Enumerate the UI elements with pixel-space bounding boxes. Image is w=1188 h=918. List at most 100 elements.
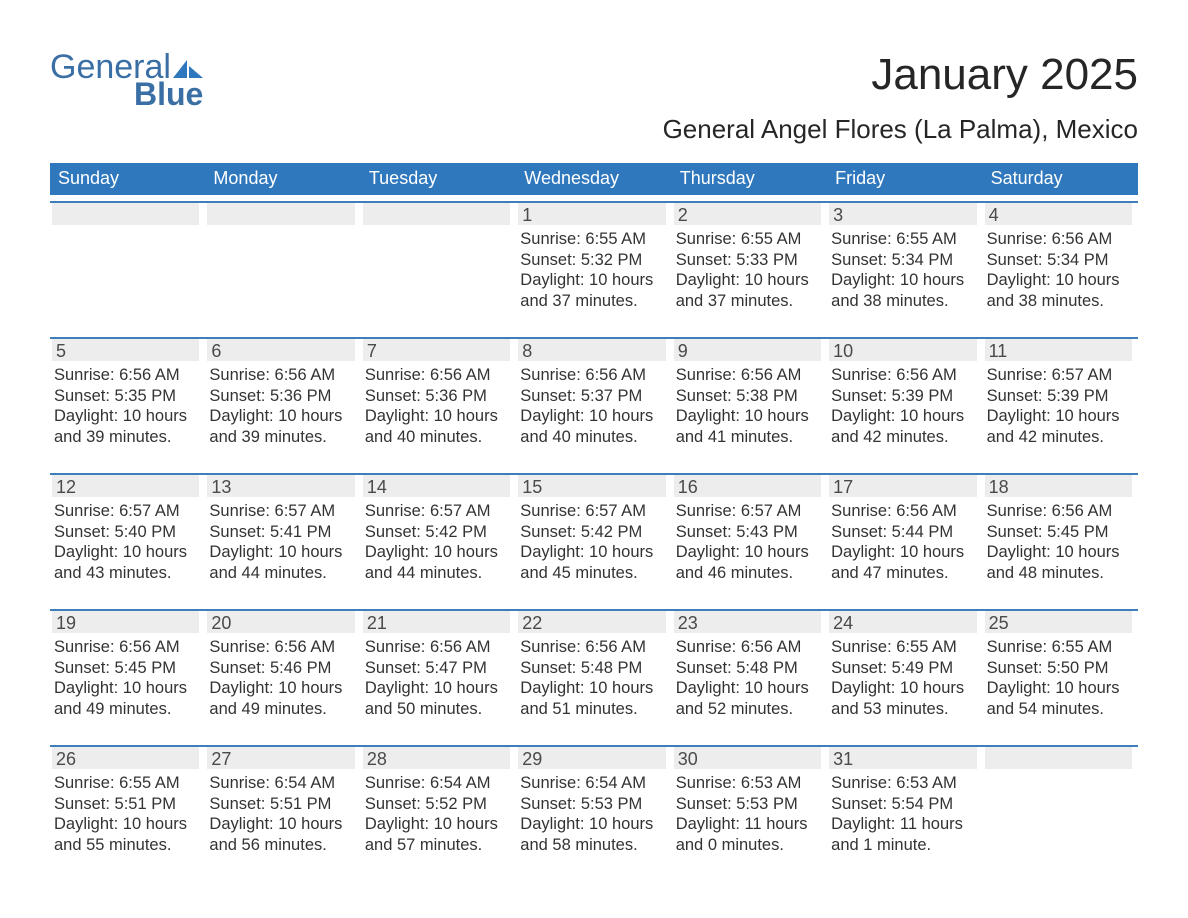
sunset-text: Sunset: 5:39 PM bbox=[831, 386, 976, 407]
day-number: 24 bbox=[829, 611, 976, 633]
day-number: 11 bbox=[985, 339, 1132, 361]
daylight-text-2: and 40 minutes. bbox=[365, 427, 510, 448]
calendar-cell: 28Sunrise: 6:54 AMSunset: 5:52 PMDayligh… bbox=[361, 745, 516, 875]
daylight-text-1: Daylight: 10 hours bbox=[520, 270, 665, 291]
sunset-text: Sunset: 5:35 PM bbox=[54, 386, 199, 407]
sunrise-text: Sunrise: 6:56 AM bbox=[987, 229, 1132, 250]
sunrise-text: Sunrise: 6:56 AM bbox=[987, 501, 1132, 522]
day-detail: Sunrise: 6:56 AMSunset: 5:46 PMDaylight:… bbox=[207, 633, 354, 720]
daylight-text-2: and 51 minutes. bbox=[520, 699, 665, 720]
calendar-cell: 27Sunrise: 6:54 AMSunset: 5:51 PMDayligh… bbox=[205, 745, 360, 875]
calendar-cell: 17Sunrise: 6:56 AMSunset: 5:44 PMDayligh… bbox=[827, 473, 982, 603]
sunset-text: Sunset: 5:45 PM bbox=[987, 522, 1132, 543]
sunset-text: Sunset: 5:42 PM bbox=[520, 522, 665, 543]
daylight-text-1: Daylight: 10 hours bbox=[987, 542, 1132, 563]
day-detail: Sunrise: 6:56 AMSunset: 5:44 PMDaylight:… bbox=[829, 497, 976, 584]
day-number: 27 bbox=[207, 747, 354, 769]
daylight-text-2: and 50 minutes. bbox=[365, 699, 510, 720]
day-detail: Sunrise: 6:57 AMSunset: 5:40 PMDaylight:… bbox=[52, 497, 199, 584]
daylight-text-2: and 49 minutes. bbox=[54, 699, 199, 720]
sunset-text: Sunset: 5:50 PM bbox=[987, 658, 1132, 679]
daylight-text-2: and 41 minutes. bbox=[676, 427, 821, 448]
daylight-text-2: and 42 minutes. bbox=[987, 427, 1132, 448]
sunrise-text: Sunrise: 6:56 AM bbox=[209, 637, 354, 658]
sunset-text: Sunset: 5:51 PM bbox=[54, 794, 199, 815]
calendar-cell: 1Sunrise: 6:55 AMSunset: 5:32 PMDaylight… bbox=[516, 201, 671, 331]
sunrise-text: Sunrise: 6:56 AM bbox=[54, 365, 199, 386]
sunset-text: Sunset: 5:49 PM bbox=[831, 658, 976, 679]
day-number: 1 bbox=[518, 203, 665, 225]
day-number: 28 bbox=[363, 747, 510, 769]
daylight-text-1: Daylight: 10 hours bbox=[209, 542, 354, 563]
daylight-text-2: and 44 minutes. bbox=[209, 563, 354, 584]
header: General Blue January 2025 General Angel … bbox=[50, 50, 1138, 145]
day-number: 3 bbox=[829, 203, 976, 225]
daylight-text-2: and 37 minutes. bbox=[520, 291, 665, 312]
daylight-text-2: and 58 minutes. bbox=[520, 835, 665, 856]
daylight-text-2: and 0 minutes. bbox=[676, 835, 821, 856]
sunrise-text: Sunrise: 6:55 AM bbox=[987, 637, 1132, 658]
day-detail: Sunrise: 6:56 AMSunset: 5:39 PMDaylight:… bbox=[829, 361, 976, 448]
sunset-text: Sunset: 5:45 PM bbox=[54, 658, 199, 679]
sunset-text: Sunset: 5:53 PM bbox=[676, 794, 821, 815]
day-detail: Sunrise: 6:56 AMSunset: 5:45 PMDaylight:… bbox=[985, 497, 1132, 584]
day-detail: Sunrise: 6:56 AMSunset: 5:37 PMDaylight:… bbox=[518, 361, 665, 448]
day-number: 5 bbox=[52, 339, 199, 361]
daylight-text-1: Daylight: 10 hours bbox=[54, 542, 199, 563]
daylight-text-2: and 38 minutes. bbox=[987, 291, 1132, 312]
daylight-text-2: and 39 minutes. bbox=[209, 427, 354, 448]
day-number: 14 bbox=[363, 475, 510, 497]
daylight-text-2: and 40 minutes. bbox=[520, 427, 665, 448]
calendar-cell: 15Sunrise: 6:57 AMSunset: 5:42 PMDayligh… bbox=[516, 473, 671, 603]
day-number: 19 bbox=[52, 611, 199, 633]
logo: General Blue bbox=[50, 50, 205, 110]
calendar-cell: 22Sunrise: 6:56 AMSunset: 5:48 PMDayligh… bbox=[516, 609, 671, 739]
daylight-text-1: Daylight: 10 hours bbox=[987, 406, 1132, 427]
month-title: January 2025 bbox=[663, 50, 1138, 100]
daylight-text-1: Daylight: 10 hours bbox=[520, 678, 665, 699]
daylight-text-2: and 45 minutes. bbox=[520, 563, 665, 584]
daylight-text-1: Daylight: 10 hours bbox=[520, 406, 665, 427]
day-detail: Sunrise: 6:53 AMSunset: 5:54 PMDaylight:… bbox=[829, 769, 976, 856]
sunset-text: Sunset: 5:34 PM bbox=[831, 250, 976, 271]
daylight-text-1: Daylight: 11 hours bbox=[676, 814, 821, 835]
calendar-cell: 14Sunrise: 6:57 AMSunset: 5:42 PMDayligh… bbox=[361, 473, 516, 603]
location: General Angel Flores (La Palma), Mexico bbox=[663, 114, 1138, 145]
calendar-cell: 19Sunrise: 6:56 AMSunset: 5:45 PMDayligh… bbox=[50, 609, 205, 739]
day-detail: Sunrise: 6:56 AMSunset: 5:48 PMDaylight:… bbox=[518, 633, 665, 720]
calendar-cell: 25Sunrise: 6:55 AMSunset: 5:50 PMDayligh… bbox=[983, 609, 1138, 739]
daylight-text-2: and 48 minutes. bbox=[987, 563, 1132, 584]
calendar-cell: 7Sunrise: 6:56 AMSunset: 5:36 PMDaylight… bbox=[361, 337, 516, 467]
sunrise-text: Sunrise: 6:56 AM bbox=[520, 365, 665, 386]
sunrise-text: Sunrise: 6:57 AM bbox=[209, 501, 354, 522]
calendar-cell: 10Sunrise: 6:56 AMSunset: 5:39 PMDayligh… bbox=[827, 337, 982, 467]
daylight-text-1: Daylight: 10 hours bbox=[209, 678, 354, 699]
day-detail: Sunrise: 6:55 AMSunset: 5:50 PMDaylight:… bbox=[985, 633, 1132, 720]
day-number: 30 bbox=[674, 747, 821, 769]
day-detail: Sunrise: 6:55 AMSunset: 5:34 PMDaylight:… bbox=[829, 225, 976, 312]
calendar-cell: 3Sunrise: 6:55 AMSunset: 5:34 PMDaylight… bbox=[827, 201, 982, 331]
sunrise-text: Sunrise: 6:54 AM bbox=[209, 773, 354, 794]
sunrise-text: Sunrise: 6:57 AM bbox=[520, 501, 665, 522]
calendar-cell bbox=[361, 201, 516, 331]
day-number: 12 bbox=[52, 475, 199, 497]
sunset-text: Sunset: 5:47 PM bbox=[365, 658, 510, 679]
page: General Blue January 2025 General Angel … bbox=[0, 0, 1188, 918]
daylight-text-1: Daylight: 10 hours bbox=[365, 814, 510, 835]
calendar-cell: 21Sunrise: 6:56 AMSunset: 5:47 PMDayligh… bbox=[361, 609, 516, 739]
daylight-text-1: Daylight: 10 hours bbox=[676, 270, 821, 291]
day-number: 15 bbox=[518, 475, 665, 497]
day-number: 4 bbox=[985, 203, 1132, 225]
daylight-text-2: and 56 minutes. bbox=[209, 835, 354, 856]
sunset-text: Sunset: 5:46 PM bbox=[209, 658, 354, 679]
daylight-text-1: Daylight: 10 hours bbox=[365, 542, 510, 563]
daylight-text-2: and 49 minutes. bbox=[209, 699, 354, 720]
sunrise-text: Sunrise: 6:55 AM bbox=[54, 773, 199, 794]
sunset-text: Sunset: 5:38 PM bbox=[676, 386, 821, 407]
calendar-cell: 18Sunrise: 6:56 AMSunset: 5:45 PMDayligh… bbox=[983, 473, 1138, 603]
sunrise-text: Sunrise: 6:55 AM bbox=[520, 229, 665, 250]
day-number: 17 bbox=[829, 475, 976, 497]
daylight-text-2: and 43 minutes. bbox=[54, 563, 199, 584]
daylight-text-1: Daylight: 10 hours bbox=[54, 406, 199, 427]
daylight-text-1: Daylight: 10 hours bbox=[987, 678, 1132, 699]
